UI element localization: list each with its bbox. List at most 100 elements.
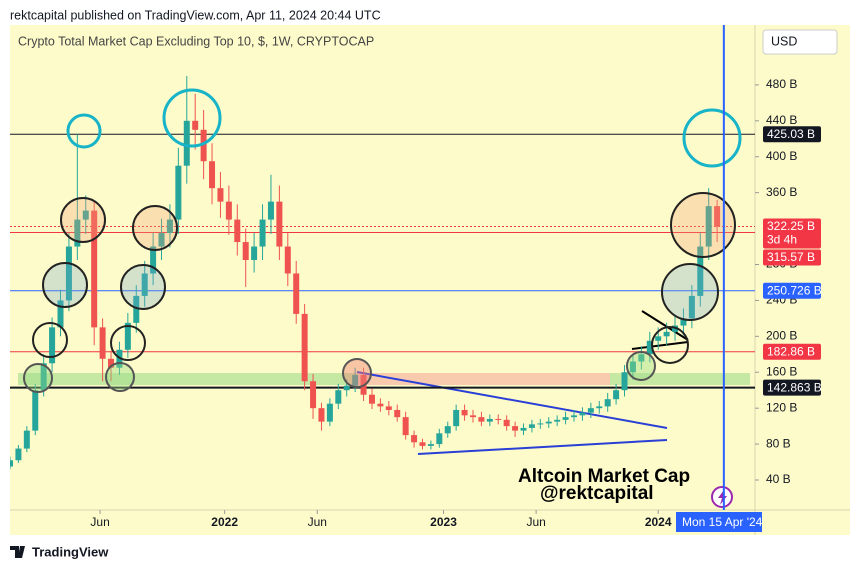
chart-title: Crypto Total Market Cap Excluding Top 10… bbox=[18, 34, 374, 48]
candle-body bbox=[175, 165, 182, 220]
candle-body bbox=[402, 417, 409, 436]
circle bbox=[651, 326, 689, 364]
candle-body bbox=[259, 219, 266, 247]
circle bbox=[42, 262, 88, 308]
price-label-box bbox=[763, 218, 821, 249]
candle-body bbox=[65, 246, 72, 301]
candle-body bbox=[57, 300, 64, 328]
candle-body bbox=[419, 442, 426, 446]
candle-body bbox=[655, 336, 662, 341]
candle-body bbox=[166, 219, 173, 234]
circles bbox=[23, 88, 742, 393]
circle bbox=[670, 192, 736, 258]
candle-body bbox=[537, 423, 544, 425]
y-tick-label: 440 B bbox=[766, 113, 797, 127]
y-tick-label: 40 B bbox=[766, 472, 791, 486]
price-label: 322.25 B bbox=[767, 219, 815, 233]
x-tick-label: 2023 bbox=[430, 515, 457, 529]
circle bbox=[105, 362, 135, 392]
candle-body bbox=[91, 210, 98, 328]
candle-body bbox=[495, 418, 502, 420]
circle bbox=[23, 363, 53, 393]
y-tick-label: 200 B bbox=[766, 329, 797, 343]
candle-body bbox=[310, 381, 317, 409]
candle-body bbox=[596, 406, 603, 409]
price-label-box bbox=[763, 282, 821, 299]
brand: TradingView bbox=[32, 544, 109, 559]
candle-body bbox=[124, 322, 131, 350]
price-label-box bbox=[763, 343, 821, 360]
candle-body bbox=[99, 327, 106, 359]
candle-body bbox=[192, 120, 199, 130]
x-tick-label: 2022 bbox=[211, 515, 238, 529]
candle-body bbox=[326, 403, 333, 422]
y-tick-label: 360 B bbox=[766, 185, 797, 199]
circle bbox=[120, 264, 166, 310]
candle-body bbox=[478, 417, 485, 422]
price-label: 250.726 B bbox=[767, 283, 822, 297]
alert-icon-bolt bbox=[718, 490, 727, 505]
currency-label: USD bbox=[771, 34, 797, 48]
candle-body bbox=[377, 403, 384, 407]
circle bbox=[60, 197, 106, 243]
candle-body bbox=[141, 273, 148, 296]
candle-body bbox=[335, 390, 342, 404]
candle-body bbox=[318, 408, 325, 422]
price-label-box bbox=[763, 379, 821, 396]
publisher-line: rektcapital published on TradingView.com… bbox=[10, 8, 381, 22]
candle-body bbox=[40, 363, 47, 391]
candle-body bbox=[714, 206, 721, 227]
circle bbox=[661, 263, 719, 321]
wedge-line bbox=[356, 371, 668, 429]
candle-body bbox=[10, 460, 13, 467]
support-band bbox=[610, 373, 750, 385]
x-tick-label: Jun bbox=[90, 515, 109, 529]
candle-body bbox=[604, 399, 611, 407]
candle-body bbox=[571, 415, 578, 418]
candle-body bbox=[705, 206, 712, 247]
candle-body bbox=[545, 421, 552, 424]
y-tick-label: 120 B bbox=[766, 400, 797, 414]
candle-body bbox=[621, 372, 628, 391]
candle-body bbox=[503, 419, 510, 427]
candle-body bbox=[352, 374, 359, 386]
candle-body bbox=[520, 427, 527, 431]
candle-body bbox=[301, 313, 308, 382]
candle-body bbox=[680, 318, 687, 326]
candle-body bbox=[394, 409, 401, 418]
candle-body bbox=[293, 273, 300, 314]
x-tick-label: Jun bbox=[526, 515, 545, 529]
y-tick-label: 400 B bbox=[766, 149, 797, 163]
candle-body bbox=[82, 210, 89, 220]
candle-body bbox=[225, 201, 232, 220]
candles bbox=[10, 75, 721, 470]
circle bbox=[132, 205, 178, 251]
candle-body bbox=[579, 412, 586, 416]
price-label-box bbox=[763, 249, 821, 266]
candle-body bbox=[646, 340, 653, 355]
candle-body bbox=[663, 331, 670, 337]
candle-body bbox=[158, 233, 165, 247]
logo-mark bbox=[10, 546, 25, 558]
candle-body bbox=[427, 444, 434, 446]
price-label: 182.86 B bbox=[767, 344, 815, 358]
currency-button[interactable] bbox=[762, 29, 838, 55]
circle bbox=[626, 351, 656, 381]
candle-body bbox=[150, 246, 157, 274]
candle-body bbox=[133, 295, 140, 323]
pennant-line bbox=[641, 310, 689, 341]
resistance-band bbox=[357, 373, 610, 385]
countdown-label: 3d 4h bbox=[767, 233, 797, 247]
candle-body bbox=[251, 246, 258, 261]
candle-body bbox=[183, 120, 190, 166]
candle-body bbox=[108, 358, 115, 368]
candle-body bbox=[267, 201, 274, 220]
y-tick-label: 80 B bbox=[766, 436, 791, 450]
circle bbox=[162, 88, 222, 148]
y-tick-label: 480 B bbox=[766, 77, 797, 91]
candle-body bbox=[697, 246, 704, 296]
circle bbox=[682, 108, 742, 168]
cursor-time-label: Mon 15 Apr '24 bbox=[682, 515, 763, 529]
annotation: Altcoin Market Cap bbox=[518, 466, 690, 487]
